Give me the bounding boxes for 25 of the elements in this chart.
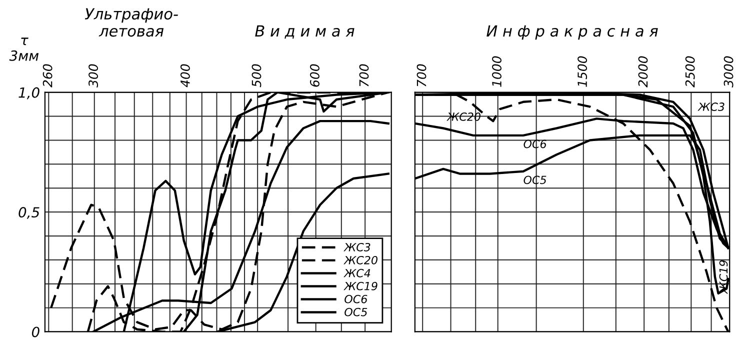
x-tick-label: 1500 bbox=[578, 56, 588, 87]
legend-label: ЖС3 bbox=[344, 242, 370, 252]
text: В и д и м а я bbox=[255, 25, 354, 39]
text: Ультрафио- летовая bbox=[84, 8, 178, 37]
x-tick-label: 260 bbox=[42, 64, 52, 88]
x-tick-label: 700 bbox=[359, 64, 369, 86]
x-tick-label: 3000 bbox=[724, 56, 734, 88]
x-tick-label: 2500 bbox=[685, 56, 695, 88]
legend-label: ЖС20 bbox=[344, 256, 378, 264]
legend-label: ОС5 bbox=[344, 308, 368, 316]
legend-label: ЖС19 bbox=[344, 282, 378, 290]
legend-label: ЖС4 bbox=[344, 268, 370, 278]
y-tick-label: 0 bbox=[32, 326, 40, 338]
text: И н ф р а к р а с н а я bbox=[486, 25, 658, 40]
legend-label: ОС6 bbox=[344, 294, 368, 304]
x-tick-label: 400 bbox=[180, 64, 190, 88]
x-tick-label: 700 bbox=[416, 64, 426, 86]
x-tick-label: 300 bbox=[88, 64, 98, 88]
x-tick-label: 1000 bbox=[492, 56, 502, 87]
y-tick-label: 0,5 bbox=[18, 207, 40, 219]
x-tick-label: 2000 bbox=[638, 56, 648, 88]
x-tick-label: 500 bbox=[252, 64, 262, 88]
x-tick-label: 600 bbox=[310, 64, 320, 87]
y-axis-title: τ 3мм bbox=[9, 38, 39, 61]
y-tick-label: 1,0 bbox=[18, 87, 40, 100]
